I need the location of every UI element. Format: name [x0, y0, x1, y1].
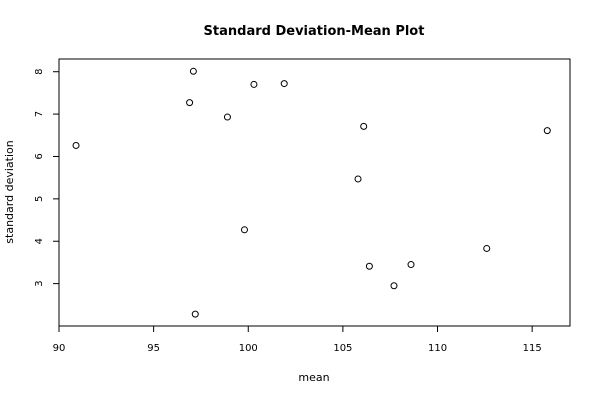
data-point — [354, 175, 362, 183]
data-point — [407, 261, 415, 269]
data-point — [240, 226, 248, 234]
data-point — [223, 113, 231, 121]
plot-frame — [58, 58, 571, 327]
data-point — [543, 127, 551, 135]
x-axis-label: mean — [298, 371, 329, 384]
x-tick-label: 105 — [333, 343, 352, 354]
y-axis-label: standard deviation — [3, 140, 16, 243]
y-tick-label: 8 — [34, 69, 45, 75]
y-tick-label: 6 — [34, 153, 45, 159]
y-tick-label: 7 — [34, 111, 45, 117]
data-point — [365, 262, 373, 270]
data-point — [191, 310, 199, 318]
x-tick-label: 110 — [428, 343, 447, 354]
y-tick-label: 3 — [34, 280, 45, 286]
x-axis: 90 95 100 105 110 115 — [53, 325, 542, 354]
data-point — [483, 244, 491, 252]
y-axis: 3 4 5 6 7 8 — [34, 69, 60, 287]
chart-title: Standard Deviation-Mean Plot — [204, 24, 425, 39]
data-point — [72, 141, 80, 149]
x-tick-label: 115 — [523, 343, 542, 354]
data-point — [280, 80, 288, 88]
x-tick-label: 90 — [53, 343, 66, 354]
x-tick-label: 95 — [147, 343, 160, 354]
data-point — [186, 99, 194, 107]
x-tick-label: 100 — [239, 343, 258, 354]
data-points — [72, 67, 551, 318]
data-point — [189, 67, 197, 75]
y-tick-label: 4 — [34, 238, 45, 244]
y-tick-label: 5 — [34, 196, 45, 202]
data-point — [360, 122, 368, 130]
data-point — [250, 80, 258, 88]
data-point — [390, 282, 398, 290]
